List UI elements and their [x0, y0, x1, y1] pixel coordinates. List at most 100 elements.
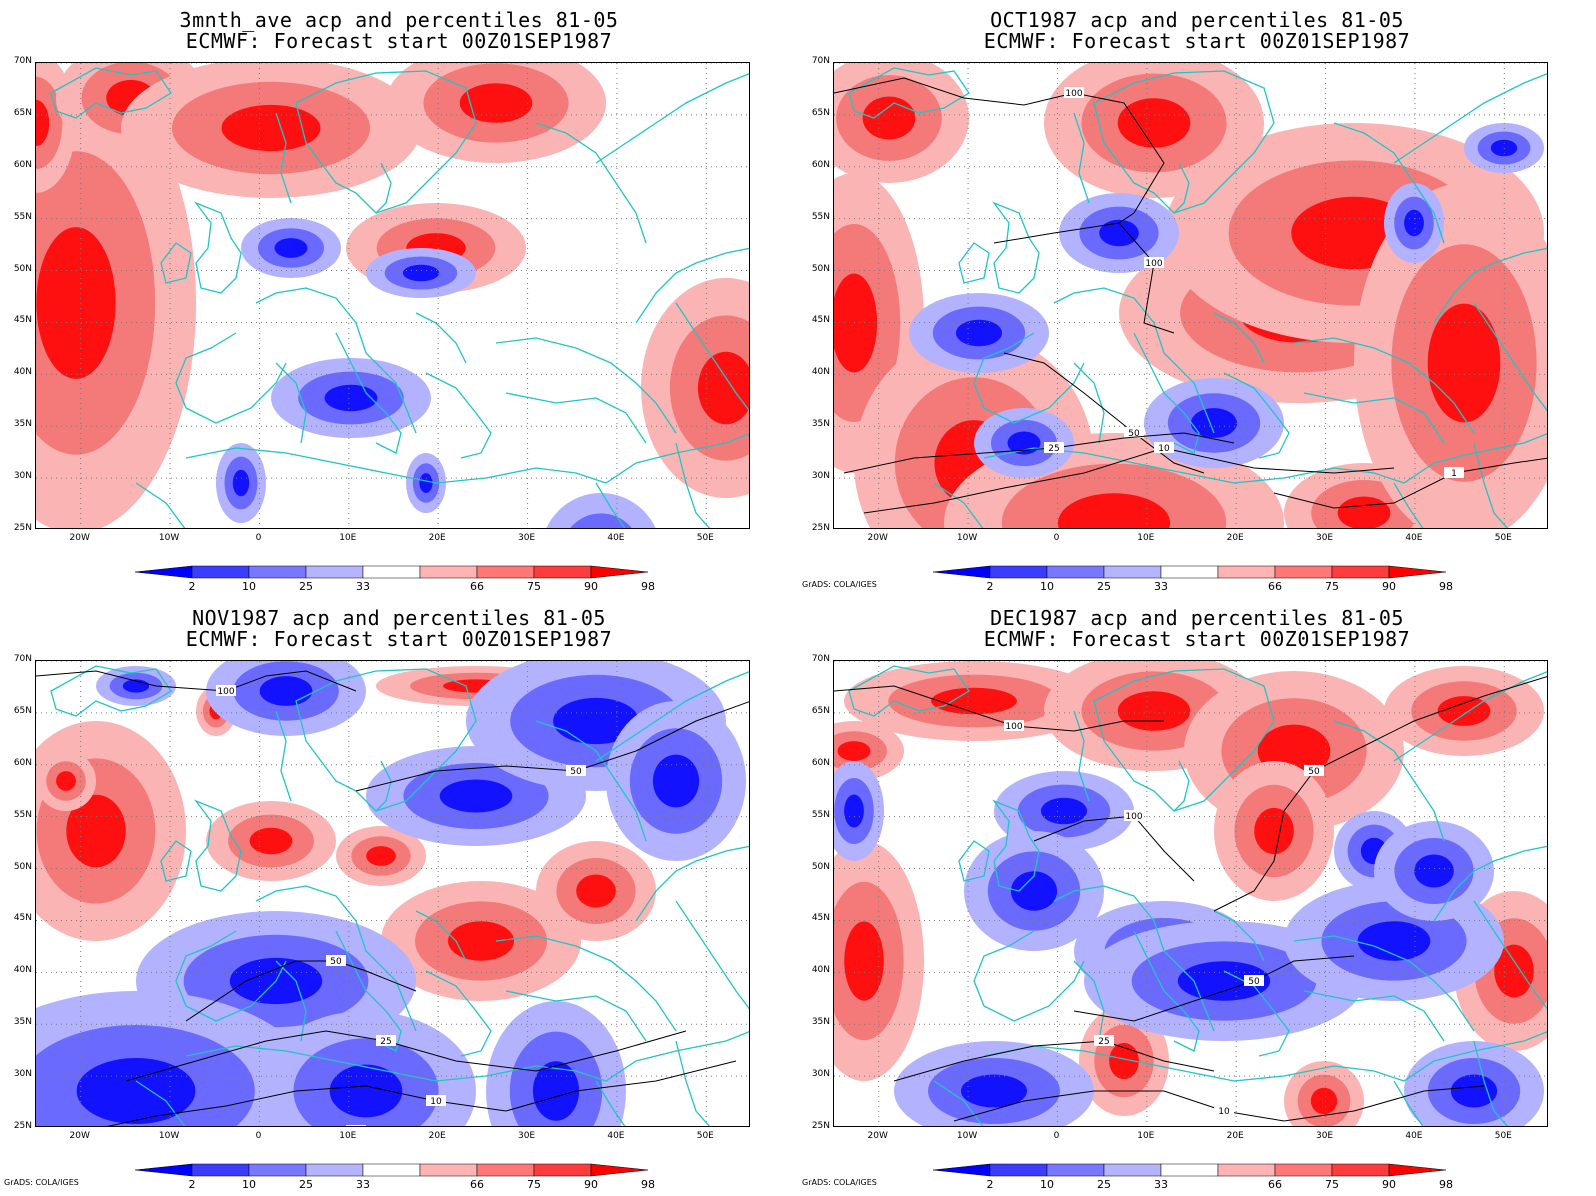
- panel-title-line1: DEC1987 acp and percentiles 81-05: [990, 606, 1404, 630]
- colorbar: [933, 1163, 1447, 1177]
- lon-label: 10W: [956, 1131, 978, 1141]
- colorbar-segment: [590, 1163, 649, 1177]
- lon-label: 10E: [1137, 533, 1155, 543]
- coastline: [275, 362, 307, 444]
- lon-label: 50E: [696, 533, 714, 543]
- lat-label: 65N: [13, 107, 32, 118]
- coastline: [933, 482, 984, 528]
- lat-label: 25N: [13, 523, 32, 533]
- coastline: [1433, 845, 1547, 922]
- wet-anomaly-area: [1117, 691, 1191, 731]
- colorbar-segment: [1160, 1163, 1219, 1177]
- lon-label: 20E: [428, 533, 446, 543]
- lat-label: 45N: [811, 913, 830, 924]
- lon-label: 0: [255, 533, 262, 543]
- coastline: [160, 840, 192, 882]
- wet-anomaly-area: [1427, 303, 1501, 423]
- wet-anomaly-area: [576, 874, 616, 908]
- wet-anomaly-area: [56, 771, 76, 791]
- lat-label: 70N: [811, 654, 830, 664]
- lon-label: 20W: [867, 1131, 888, 1141]
- coastline: [1133, 332, 1200, 454]
- lat-label: 55N: [13, 809, 32, 820]
- coastline: [185, 433, 749, 484]
- dry-anomaly-area: [1450, 1074, 1498, 1108]
- coastline: [1293, 935, 1475, 1032]
- contour-label: 100: [1125, 812, 1142, 822]
- colorbar-label: 10: [1040, 580, 1054, 593]
- dry-anomaly-area: [955, 319, 1003, 347]
- coastline: [848, 67, 970, 119]
- map-svg: [36, 63, 749, 528]
- contour-line: [1003, 352, 1205, 474]
- dry-anomaly-area: [259, 676, 313, 706]
- colorbar-segment: [989, 565, 1048, 579]
- contour-label: 1: [1451, 469, 1457, 479]
- dry-anomaly-area: [1040, 797, 1088, 825]
- dry-anomaly-area: [76, 1058, 196, 1124]
- contour-label-bg: [216, 685, 236, 696]
- wet-anomaly-area: [221, 104, 321, 152]
- grads-credit: GrADS: COLA/IGES: [4, 1178, 79, 1187]
- colorbar-label: 2: [188, 1178, 196, 1191]
- wet-anomaly-area: [1337, 496, 1391, 528]
- colorbar-segment: [419, 1163, 478, 1177]
- colorbar-label: 33: [1154, 1178, 1168, 1191]
- panel-title-line2: ECMWF: Forecast start 00Z01SEP1987: [983, 627, 1411, 651]
- lon-label: 20W: [69, 1131, 90, 1141]
- lat-label: 30N: [811, 471, 830, 482]
- dry-anomaly-area: [1177, 961, 1271, 1001]
- colorbar-label: 98: [1439, 1178, 1453, 1191]
- colorbar-segment: [135, 565, 193, 579]
- lon-label: 20W: [69, 533, 90, 543]
- lat-label: 55N: [13, 211, 32, 222]
- contour-label-bg: [566, 765, 586, 776]
- wet-anomaly-area: [366, 846, 396, 866]
- colorbar-segment: [248, 565, 307, 579]
- colorbar-label: 66: [470, 580, 484, 593]
- wet-anomaly-area: [834, 273, 878, 373]
- contour-label: 10: [1218, 1107, 1230, 1117]
- coastline: [1393, 73, 1547, 164]
- coastline: [933, 1080, 984, 1126]
- contour-label: 100: [1005, 722, 1022, 732]
- contour-label: 50: [330, 957, 342, 967]
- coastline: [275, 960, 307, 1042]
- lon-label: 20E: [1226, 533, 1244, 543]
- colorbar-segment: [1046, 1163, 1105, 1177]
- contour-label: 10: [430, 1097, 442, 1107]
- lat-label: 70N: [811, 56, 830, 66]
- lon-label: 50E: [1494, 1131, 1512, 1141]
- contour-label-bg: [346, 1125, 366, 1126]
- map-panel-2: NOV1987 acp and percentiles 81-05 ECMWF: …: [0, 598, 798, 1196]
- lat-label: 60N: [13, 757, 32, 768]
- contour-label-bg: [376, 1035, 396, 1046]
- coastline: [505, 990, 647, 1042]
- colorbar-label: 66: [1268, 1178, 1282, 1191]
- colorbar-segment: [1331, 565, 1390, 579]
- colorbar-label: 66: [1268, 580, 1282, 593]
- colorbar-label: 90: [1382, 580, 1396, 593]
- colorbar-label: 25: [1097, 580, 1111, 593]
- contour-label-bg: [1124, 810, 1144, 821]
- coastline: [1473, 1040, 1509, 1126]
- dry-anomaly-area: [570, 513, 632, 528]
- wet-anomaly-area: [66, 794, 126, 868]
- dry-anomaly-area: [329, 1064, 403, 1118]
- dry-anomaly-area: [961, 1074, 1027, 1108]
- coastline: [675, 442, 711, 528]
- lon-label: 40E: [1405, 533, 1423, 543]
- coastline: [1393, 671, 1547, 762]
- dry-anomaly-area: [1414, 854, 1454, 888]
- lon-label: 10W: [158, 1131, 180, 1141]
- colorbar: [135, 1163, 649, 1177]
- colorbar-segment: [533, 565, 592, 579]
- coastline: [415, 910, 467, 962]
- lon-label: 50E: [696, 1131, 714, 1141]
- colorbar-label: 66: [470, 1178, 484, 1191]
- wet-anomaly-area: [1310, 1087, 1338, 1115]
- dry-anomaly-area: [274, 238, 308, 258]
- coastline: [973, 930, 1085, 1022]
- dry-anomaly-area: [1099, 219, 1139, 247]
- lat-label: 50N: [13, 263, 32, 274]
